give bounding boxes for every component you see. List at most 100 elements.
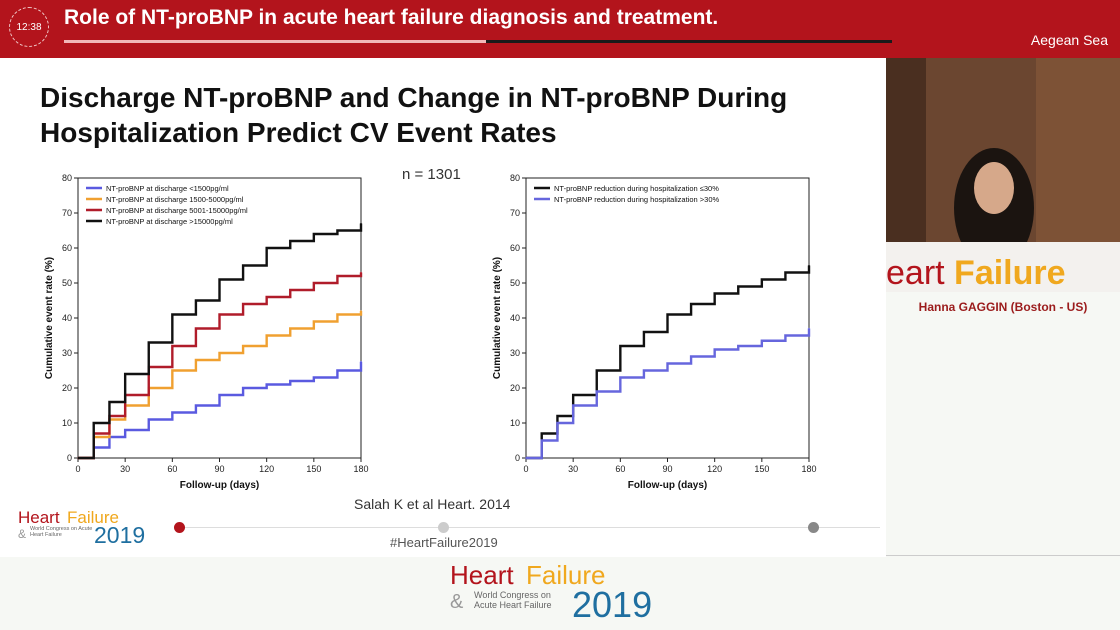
data-point (195, 327, 197, 330)
series-line (78, 223, 363, 460)
x-tick-label: 120 (259, 464, 274, 474)
y-tick-label: 70 (510, 208, 520, 218)
timeline-dot-current[interactable] (174, 522, 185, 533)
data-point (195, 299, 197, 302)
data-point (108, 401, 111, 403)
data-point (737, 285, 740, 288)
data-point (360, 310, 362, 312)
x-tick-label: 90 (662, 464, 672, 474)
data-point (360, 222, 362, 225)
y-tick-label: 10 (62, 418, 72, 428)
data-point (761, 278, 763, 281)
legend-label: NT-proBNP at discharge 5001-15000pg/ml (106, 206, 248, 215)
y-tick-label: 40 (510, 313, 520, 323)
x-tick-label: 150 (754, 464, 769, 474)
logo-year: 2019 (94, 522, 146, 548)
y-tick-label: 20 (510, 383, 520, 393)
room-name: Aegean Sea (1030, 32, 1108, 48)
data-point (595, 369, 598, 372)
y-tick-label: 0 (515, 453, 520, 463)
data-point (784, 271, 787, 274)
legend-label: NT-proBNP at discharge 1500-5000pg/ml (106, 195, 244, 204)
data-point (171, 345, 174, 347)
footer-logo-subtitle-line1: World Congress on (474, 590, 551, 600)
data-point (540, 432, 543, 435)
data-point (124, 429, 126, 431)
data-point (556, 415, 559, 417)
data-point (171, 411, 174, 414)
citation: Salah K et al Heart. 2014 (354, 496, 511, 512)
footer-logo-subtitle: World Congress on Acute Heart Failure (474, 590, 574, 610)
data-point (540, 439, 543, 442)
session-title: Role of NT-proBNP in acute heart failure… (64, 6, 719, 29)
session-progress-fill (64, 40, 487, 43)
data-point (124, 373, 126, 375)
logo-subtitle: World Congress on Acute Heart Failure (30, 526, 93, 538)
side-divider (886, 555, 1120, 556)
x-tick-label: 0 (75, 464, 80, 474)
sample-size-label: n = 1301 (402, 166, 461, 183)
legend-label: NT-proBNP reduction during hospitalizati… (554, 195, 719, 204)
timeline-dot-middle[interactable] (438, 522, 449, 533)
data-point (619, 345, 622, 347)
y-tick-label: 0 (67, 453, 72, 463)
y-tick-label: 80 (62, 173, 72, 183)
data-point (242, 387, 244, 389)
data-point (218, 313, 221, 316)
data-point (595, 390, 598, 393)
chart-discharge-ntprobnp: 0 10 20 30 40 50 60 70 80 0 30 60 90 120 150 180 Follow-… (44, 173, 369, 491)
slide-title: Discharge NT-proBNP and Change in NT-pro… (40, 82, 788, 148)
data-point (619, 376, 622, 379)
x-tick-label: 60 (615, 464, 625, 474)
data-point (313, 320, 315, 323)
data-point (525, 457, 527, 459)
data-point (336, 313, 339, 316)
logo-failure-word: Failure (67, 508, 119, 527)
y-tick-label: 20 (62, 383, 72, 393)
data-point (77, 457, 79, 459)
x-tick-label: 180 (801, 464, 816, 474)
speaker-banner-text: eart Failure (886, 254, 1066, 292)
y-tick-label: 30 (62, 348, 72, 358)
y-tick-label: 60 (510, 243, 520, 253)
series-line (78, 272, 363, 460)
session-clock: 12:38 (9, 7, 49, 47)
timeline-dot-end[interactable] (808, 522, 819, 533)
data-point (92, 422, 95, 424)
data-point (195, 404, 197, 407)
chart-ntprobnp-reduction: 0 10 20 30 40 50 60 70 80 0 30 60 90 120 150 180 Follow-… (492, 173, 817, 491)
y-tick-label: 70 (62, 208, 72, 218)
data-point (289, 240, 292, 242)
data-point (761, 339, 763, 342)
logo-heart-word: Heart (18, 508, 60, 527)
legend-label: NT-proBNP reduction during hospitalizati… (554, 184, 719, 193)
slide-congress-logo: Heart Failure & World Congress on Acute … (18, 508, 158, 548)
data-point (690, 355, 692, 358)
data-point (147, 341, 150, 344)
series-line (78, 361, 363, 460)
y-axis-label: Cumulative event rate (%) (44, 257, 55, 379)
speaker-name: Hanna GAGGIN (Boston - US) (918, 300, 1088, 314)
x-tick-label: 0 (523, 464, 528, 474)
legend-label: NT-proBNP at discharge <1500pg/ml (106, 184, 229, 193)
hashtag: #HeartFailure2019 (390, 535, 498, 550)
data-point (289, 380, 292, 382)
y-axis-label: Cumulative event rate (%) (492, 257, 503, 379)
x-tick-label: 180 (353, 464, 368, 474)
footer-logo-failure-word: Failure (526, 560, 606, 590)
data-point (666, 362, 669, 365)
x-tick-label: 30 (120, 464, 130, 474)
series-line (526, 265, 811, 460)
data-point (218, 352, 221, 354)
data-point (313, 376, 315, 379)
data-point (265, 247, 268, 249)
series-line (526, 328, 811, 460)
data-point (713, 292, 716, 295)
data-point (556, 422, 559, 424)
data-point (336, 369, 339, 372)
data-point (242, 264, 244, 267)
header-bar: 12:38 Role of NT-proBNP in acute heart f… (0, 0, 1120, 58)
data-point (265, 296, 268, 298)
data-point (666, 313, 669, 316)
